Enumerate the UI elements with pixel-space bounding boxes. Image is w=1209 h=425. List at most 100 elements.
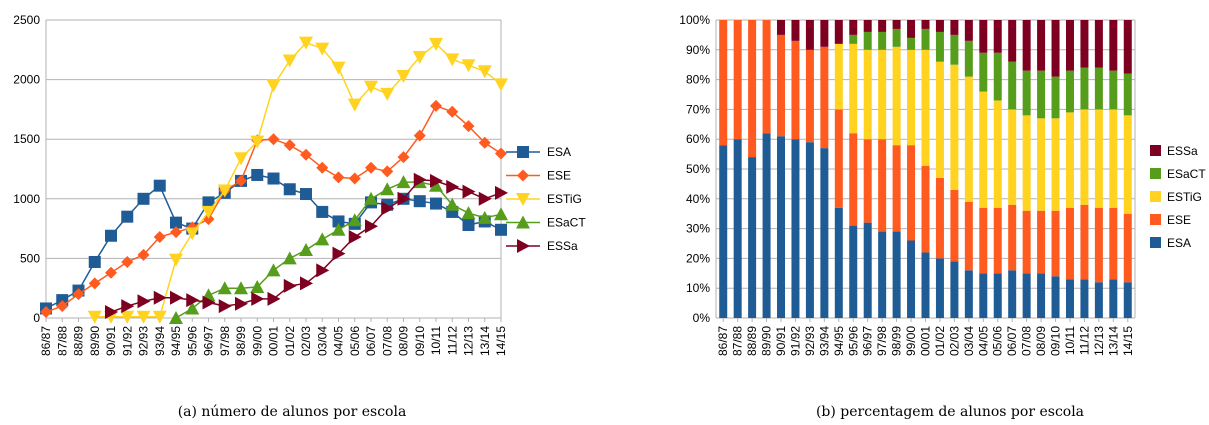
- bar-ese-97-98: [878, 139, 887, 232]
- legend-label-esa: ESA: [547, 145, 571, 159]
- bar-estig-94-95: [834, 43, 843, 110]
- xtick-a-92-93: 92/93: [137, 326, 151, 356]
- series-line-estig: [94, 41, 502, 318]
- point-essa-00-01: [267, 291, 281, 306]
- xtick-b-97-98: 97/98: [875, 326, 889, 356]
- point-estig-05-06: [347, 98, 362, 112]
- xtick-b-92-93: 92/93: [803, 326, 817, 356]
- bar-esa-11-12: [1080, 279, 1089, 318]
- bar-estig-05-06: [993, 100, 1002, 208]
- bar-essa-00-01: [921, 20, 930, 29]
- bar-essa-99-00: [907, 20, 916, 38]
- xtick-b-91-92: 91/92: [788, 326, 802, 356]
- point-essa-97-98: [218, 299, 232, 314]
- bar-ese-92-93: [805, 49, 814, 143]
- bar-esact-99-00: [907, 37, 916, 50]
- bar-esact-09-10: [1051, 76, 1060, 119]
- point-ese-90-91: [105, 266, 117, 279]
- point-essa-98-99: [235, 296, 248, 311]
- bar-esact-00-01: [921, 28, 930, 50]
- bar-esa-87-88: [733, 139, 742, 318]
- point-esa-99-00: [251, 168, 264, 181]
- bar-esa-02-03: [950, 261, 959, 318]
- point-estig-03-04: [315, 42, 330, 56]
- bar-ese-86-87: [719, 20, 728, 146]
- point-esact-11-12: [445, 197, 460, 211]
- point-essa-94-95: [170, 290, 183, 305]
- bar-esa-97-98: [878, 231, 887, 318]
- xtick-b-89-90: 89/90: [760, 326, 774, 356]
- bar-estig-07-08: [1022, 115, 1031, 211]
- bar-esact-96-97: [863, 31, 872, 50]
- xtick-b-03-04: 03/04: [962, 326, 976, 356]
- point-essa-11-12: [446, 179, 460, 194]
- point-esact-04-05: [331, 222, 346, 236]
- bar-esa-14-15: [1123, 282, 1132, 318]
- point-ese-94-95: [170, 226, 182, 239]
- bar-essa-06-07: [1008, 20, 1017, 62]
- xtick-a-88-89: 88/89: [72, 326, 86, 356]
- bar-esa-00-01: [921, 252, 930, 318]
- point-esact-10-11: [429, 178, 443, 192]
- bar-esa-93-94: [820, 148, 829, 318]
- bar-estig-99-00: [907, 49, 916, 146]
- ytick-b-30-: 30%: [686, 222, 710, 236]
- bar-ese-87-88: [733, 20, 742, 140]
- point-ese-13-14: [478, 136, 491, 149]
- xtick-a-93-94: 93/94: [153, 326, 167, 356]
- point-essa-91-92: [121, 299, 135, 314]
- point-esact-08-09: [396, 175, 411, 189]
- bar-essa-93-94: [820, 20, 829, 47]
- point-ese-06-07: [365, 161, 377, 174]
- bar-esa-92-93: [805, 142, 814, 318]
- point-estig-08-09: [396, 70, 411, 84]
- bar-estig-96-97: [863, 49, 872, 140]
- xtick-b-07-08: 07/08: [1020, 326, 1034, 356]
- point-estig-09-10: [412, 50, 427, 64]
- bar-ese-00-01: [921, 166, 930, 253]
- bar-estig-06-07: [1008, 109, 1017, 205]
- xtick-a-86-87: 86/87: [39, 326, 53, 356]
- point-ese-01-02: [283, 139, 296, 152]
- point-esact-05-06: [347, 213, 362, 227]
- chart-stacked-percent: 0% 10% 20% 30% 40% 50% 60% 70% 80% 90% 100% 86/87 87…: [679, 13, 1206, 356]
- point-essa-06-07: [365, 219, 378, 234]
- point-ese-08-09: [397, 151, 410, 164]
- series-esact: [169, 175, 508, 324]
- xtick-b-01-02: 01/02: [933, 326, 947, 356]
- point-estig-10-11: [429, 37, 443, 51]
- bar-essa-91-92: [791, 20, 800, 41]
- point-essa-09-10: [413, 172, 427, 187]
- point-ese-10-11: [430, 99, 442, 112]
- point-ese-05-06: [348, 172, 361, 185]
- legend-swatch-esact: [1150, 168, 1161, 179]
- ytick-b-70-: 70%: [686, 102, 710, 116]
- point-ese-07-08: [381, 165, 394, 178]
- xtick-a-11-12: 11/12: [445, 326, 459, 355]
- bar-estig-14-15: [1123, 115, 1132, 214]
- point-estig-00-01: [266, 79, 281, 93]
- xtick-b-95-96: 95/96: [846, 326, 860, 356]
- point-essa-12-13: [462, 184, 476, 199]
- bar-esa-12-13: [1094, 282, 1103, 318]
- point-esa-04-05: [332, 215, 345, 228]
- bar-esact-04-05: [979, 52, 988, 92]
- xtick-b-08-09: 08/09: [1034, 326, 1048, 356]
- bar-ese-98-99: [892, 145, 901, 232]
- bar-estig-10-11: [1065, 112, 1074, 208]
- bar-essa-92-93: [805, 20, 814, 50]
- bar-ese-06-07: [1008, 204, 1017, 271]
- legend-label-ese: ESE: [547, 169, 571, 183]
- point-essa-02-03: [300, 276, 313, 291]
- ytick-b-100-: 100%: [679, 13, 710, 27]
- bar-estig-08-09: [1037, 118, 1046, 211]
- bar-essa-03-04: [964, 20, 973, 41]
- point-essa-05-06: [348, 229, 362, 244]
- bar-esa-01-02: [935, 258, 944, 318]
- bar-estig-95-96: [849, 43, 858, 134]
- xtick-a-08-09: 08/09: [397, 326, 411, 356]
- bar-esa-13-14: [1109, 279, 1118, 318]
- bar-esact-03-04: [964, 40, 973, 77]
- xtick-a-04-05: 04/05: [332, 326, 346, 356]
